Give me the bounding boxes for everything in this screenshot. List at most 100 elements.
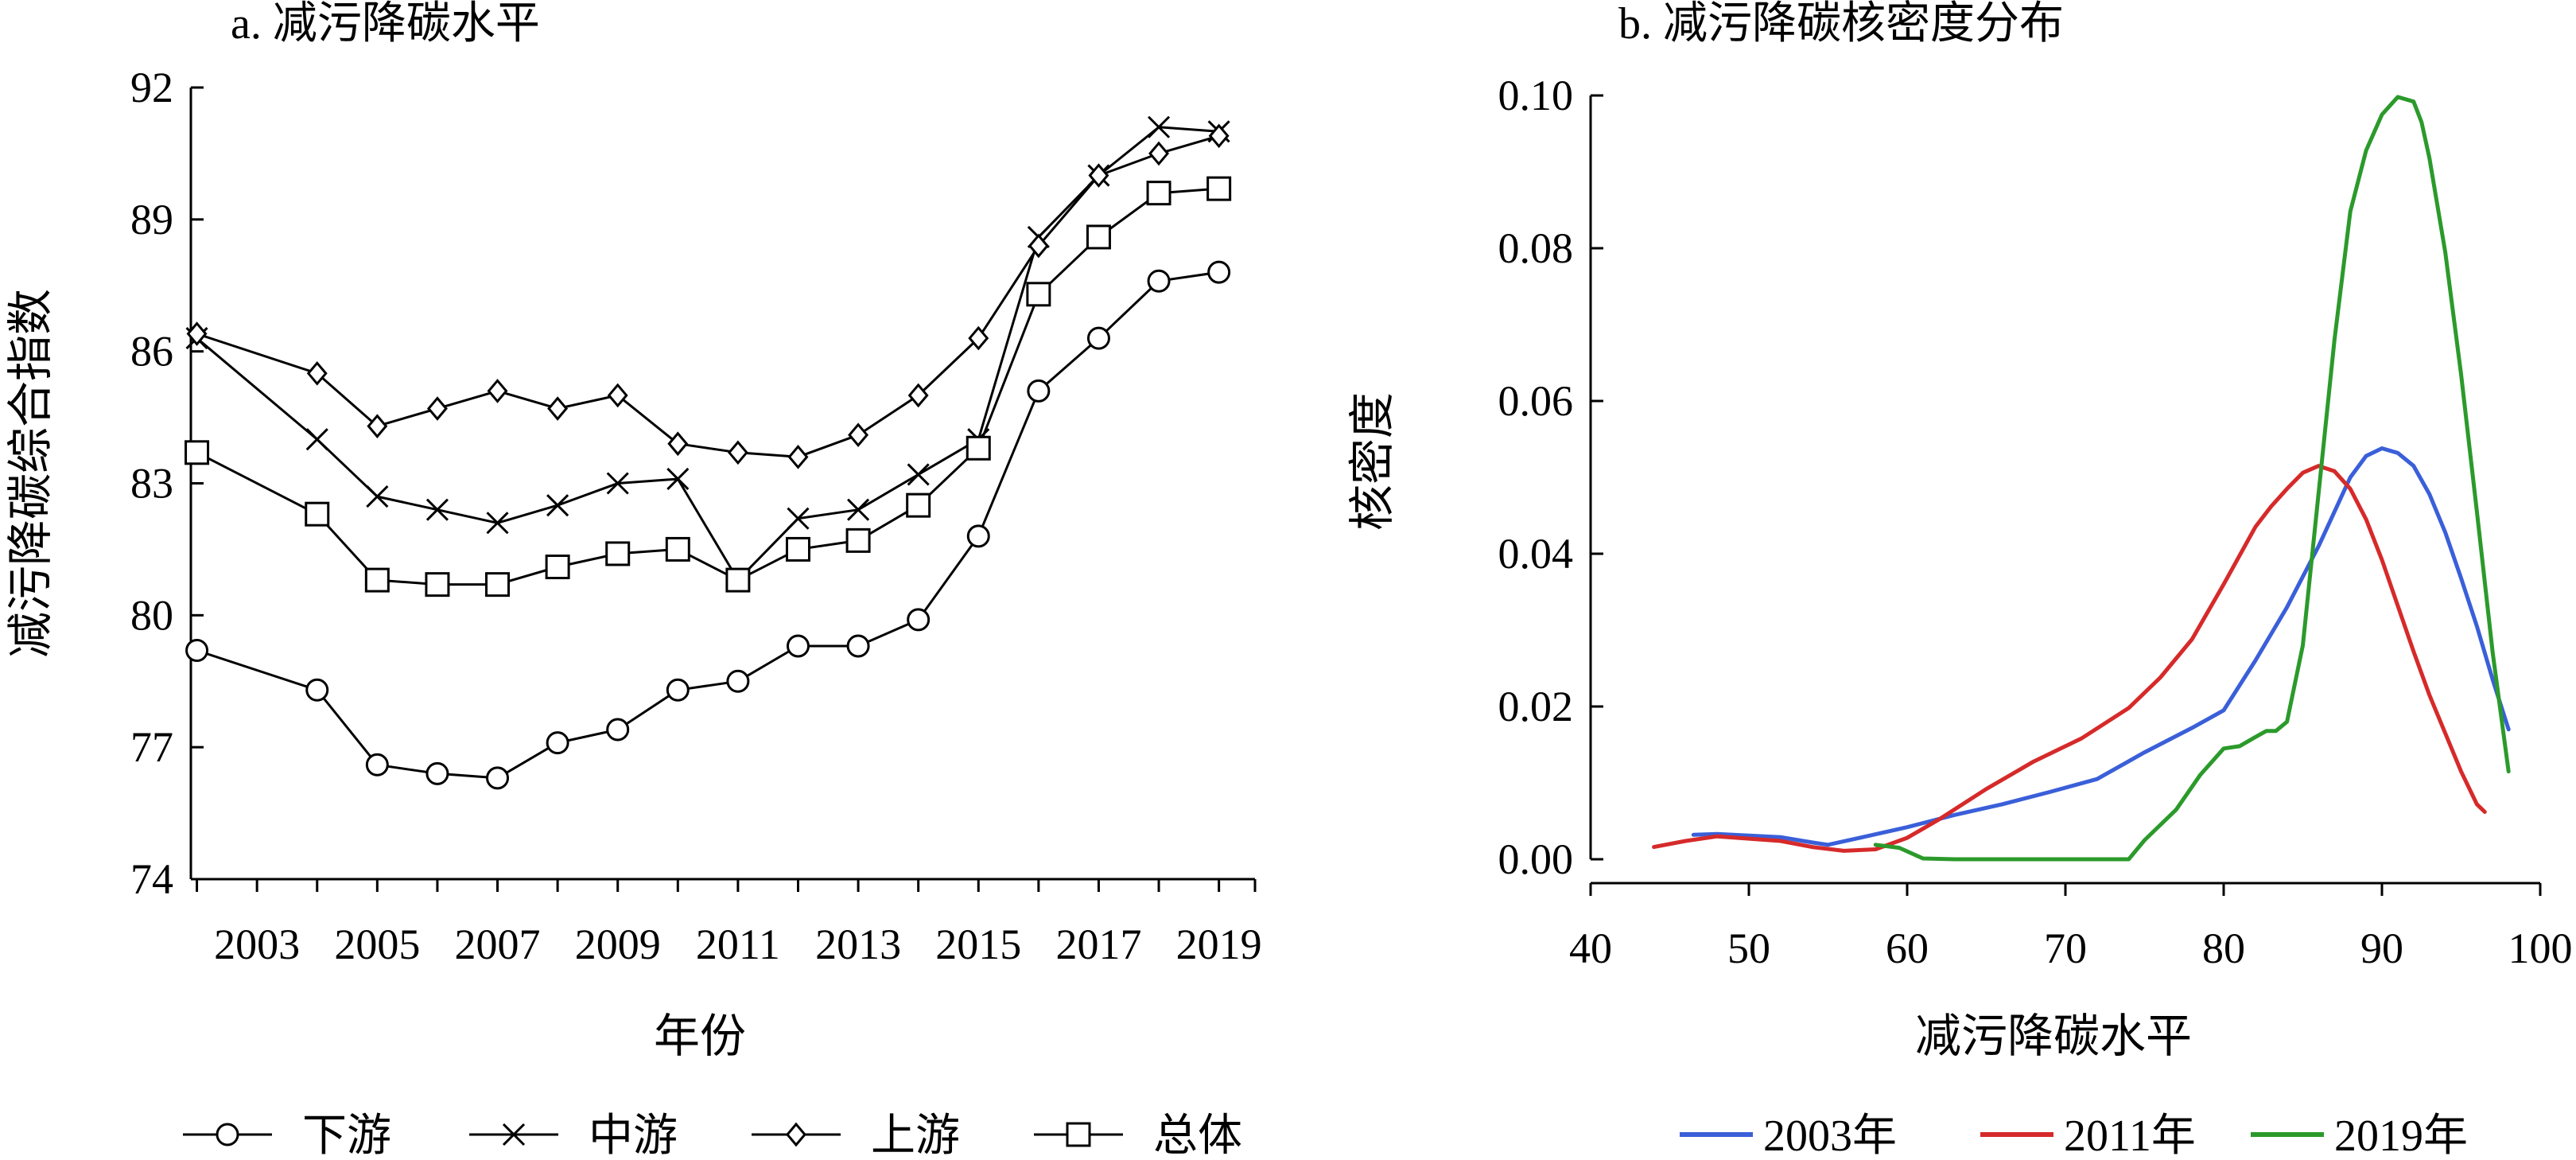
panel-a-data-point	[425, 761, 449, 785]
panel-a-x-tick-label: 2013	[815, 921, 901, 968]
panel-a-legend-item: 上游	[752, 1111, 960, 1160]
panel-b-density-line-0	[1691, 446, 2511, 847]
panel-a-data-point	[847, 498, 870, 521]
panel-a-legend-label: 上游	[871, 1111, 960, 1160]
panel-a-data-point	[185, 639, 209, 663]
panel-a-legend-marker	[1066, 1122, 1091, 1147]
panel-a-data-point	[545, 555, 570, 580]
panel-a-title: a. 减污降碳水平	[231, 0, 540, 49]
panel-a-data-point	[667, 431, 689, 457]
panel-a-series-3	[185, 176, 1232, 598]
panel-a-legend-item: 总体	[1034, 1111, 1242, 1160]
panel-a-data-point	[426, 396, 448, 421]
panel-a-data-point	[1206, 176, 1232, 201]
panel-a-data-point	[1147, 115, 1171, 138]
panel-a-data-point	[305, 501, 330, 527]
panel-a-data-point	[846, 634, 870, 658]
panel-b-legend-label: 2011年	[2064, 1111, 2196, 1160]
panel-a-data-point	[1146, 181, 1171, 206]
panel-a-data-point	[907, 383, 929, 408]
panel-a-data-point	[605, 541, 631, 566]
panel-a-data-point	[305, 428, 328, 451]
panel-a-x-tick-label: 2003	[214, 921, 300, 968]
panel-a-data-point	[367, 414, 388, 438]
panel-a-data-point	[906, 492, 931, 518]
panel-a-data-point	[365, 753, 389, 777]
panel-b-legend-label: 2003年	[1763, 1111, 1897, 1160]
panel-a-data-point	[1088, 163, 1109, 188]
panel-a-data-point	[848, 422, 869, 448]
panel-b-y-tick-label: 0.08	[1498, 224, 1574, 272]
panel-b-y-ticks: 0.00 0.02 0.04 0.06 0.08 0.10	[1498, 72, 1603, 883]
panel-a-data-point	[1147, 269, 1171, 293]
panel-b-legend-item: 2019年	[2251, 1111, 2468, 1160]
panel-b-x-tick-label: 70	[2044, 924, 2087, 972]
panel-a-y-tick-label: 80	[130, 591, 173, 639]
panel-b-x-tick-label: 40	[1569, 924, 1612, 972]
panel-a-y-tick-label: 77	[130, 723, 173, 771]
panel-a-data-point	[485, 572, 511, 598]
panel-a-data-point	[1208, 123, 1230, 149]
panel-a-data-point	[607, 383, 628, 408]
panel-a-data-point	[425, 572, 450, 598]
panel-a-y-tick-label: 92	[130, 64, 173, 111]
panel-a-data-point	[787, 507, 810, 530]
panel-a-x-tick-label: 2009	[575, 921, 661, 968]
panel-b-density-line-1	[1652, 464, 2487, 853]
panel-a-y-axis-label: 减污降碳综合指数	[5, 289, 56, 658]
panel-a-data-point	[1026, 282, 1051, 307]
panel-a-data-point	[1086, 224, 1111, 250]
panel-a-data-point	[1027, 379, 1051, 403]
panel-b-y-axis-label: 核密度	[1346, 392, 1398, 531]
panel-a-y-tick-label: 89	[130, 196, 173, 243]
panel-b-title: b. 减污降碳核密度分布	[1618, 0, 2064, 49]
panel-a-data-point	[845, 527, 871, 553]
panel-a-legend-label: 中游	[589, 1111, 678, 1160]
panel-b-legend-item: 2003年	[1680, 1111, 1897, 1160]
panel-b-x-tick-label: 50	[1727, 924, 1770, 972]
panel-a-data-point	[968, 325, 989, 351]
panel-b-x-tick-label: 80	[2202, 924, 2245, 972]
panel-a-data-point	[546, 494, 569, 517]
panel-a-x-tick-label: 2011	[696, 921, 780, 968]
panel-a-data-point	[366, 485, 389, 508]
panel-a-data-point	[546, 731, 569, 755]
panel-b-x-tick-label: 60	[1886, 924, 1929, 972]
panel-b-y-tick-label: 0.02	[1498, 683, 1574, 730]
panel-b-density-line-2	[1873, 95, 2511, 862]
panel-b-y-tick-label: 0.04	[1498, 530, 1574, 578]
panel-b-series	[1652, 95, 2511, 862]
panel-a-series	[185, 115, 1232, 790]
panel-b-y-tick-label: 0.06	[1498, 377, 1574, 425]
panel-a-data-point	[666, 678, 690, 702]
panel-a-data-point	[1028, 233, 1049, 259]
panel-a-data-point	[486, 766, 510, 790]
panel-a-data-point	[786, 634, 810, 658]
panel-b-legend: 2003年 2011年 2019年	[1680, 1111, 2468, 1160]
panel-a-data-point	[606, 718, 630, 742]
panel-a-y-tick-label: 83	[130, 460, 173, 508]
panel-a-data-point	[547, 396, 569, 421]
panel-a-y-ticks: 74 77 80 83 86 89 92	[130, 64, 204, 903]
panel-b-x-ticks: 40 50 60 70 80 90 100	[1569, 883, 2573, 972]
panel-a-series-1	[185, 115, 1230, 592]
panel-a-legend-label: 总体	[1153, 1111, 1242, 1160]
panel-a-legend: 下游 中游 上游 总体	[183, 1111, 1242, 1160]
panel-a-data-point	[185, 440, 210, 465]
panel-a-data-point	[666, 467, 690, 491]
panel-a-data-point	[966, 435, 991, 461]
panel-a-series-line	[196, 126, 1219, 582]
panel-a-data-point	[665, 536, 690, 562]
panel-a-legend-marker	[502, 1123, 526, 1146]
panel-b-x-axis-label: 减污降碳水平	[1915, 1010, 2192, 1062]
panel-b-y-tick-label: 0.00	[1498, 835, 1574, 883]
panel-a-x-tick-label: 2015	[935, 921, 1021, 968]
panel-a-data-point	[364, 567, 390, 593]
panel-a-legend-marker	[786, 1122, 806, 1147]
panel-a-data-point	[306, 360, 328, 386]
panel-b-x-tick-label: 90	[2360, 924, 2403, 972]
panel-a-legend-item: 下游	[183, 1111, 391, 1160]
panel-a-data-point	[487, 379, 508, 403]
